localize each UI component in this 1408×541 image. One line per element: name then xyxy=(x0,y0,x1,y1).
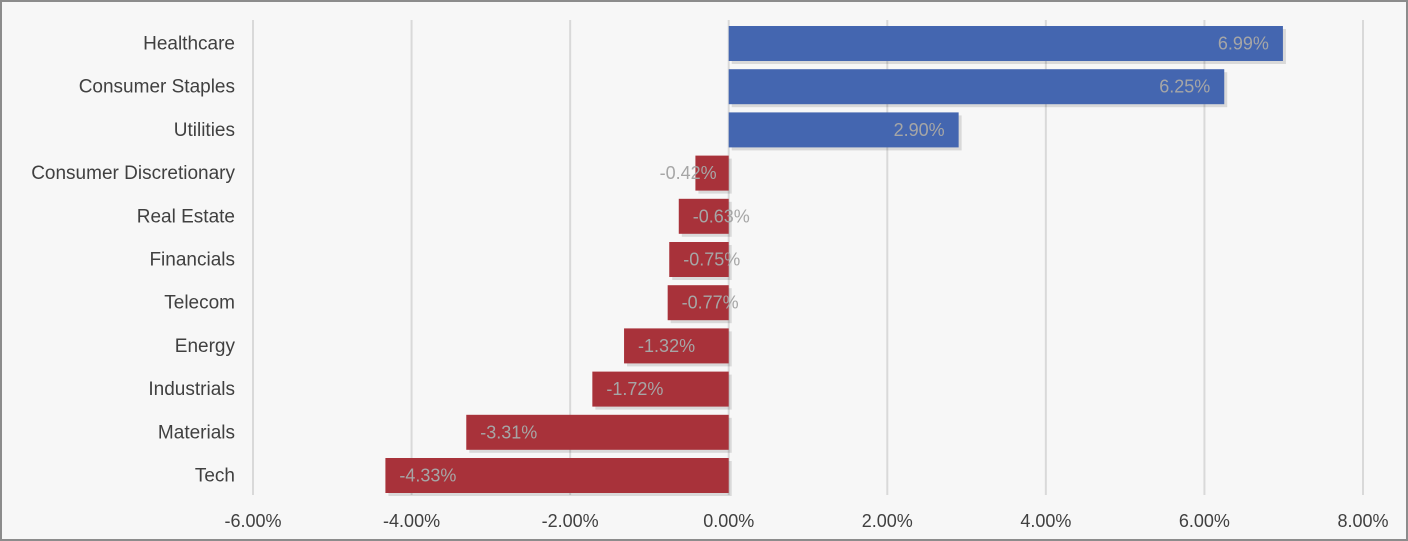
x-tick-label: 0.00% xyxy=(703,511,754,531)
data-label: -0.42% xyxy=(660,163,717,183)
data-label: -0.77% xyxy=(682,293,739,313)
bar xyxy=(728,112,959,148)
bar xyxy=(728,69,1225,105)
bars xyxy=(385,26,1286,496)
bar xyxy=(669,242,729,277)
data-label: -0.63% xyxy=(693,206,750,226)
category-label: Financials xyxy=(149,250,235,271)
x-axis-tick-labels: -6.00% -4.00% -2.00% 0.00% 2.00% 4.00% 6.00% 8.… xyxy=(224,511,1388,531)
x-tick-label: 4.00% xyxy=(1020,511,1071,531)
bar xyxy=(385,458,729,493)
data-labels: 6.99% 6.25% 2.90% -0.42% -0.63% -0.75% -0.77% -… xyxy=(399,34,1269,486)
data-label: -3.31% xyxy=(480,422,537,442)
category-label: Consumer Staples xyxy=(79,77,235,98)
x-tick-label: -6.00% xyxy=(224,511,281,531)
data-label: -4.33% xyxy=(399,466,456,486)
bar xyxy=(678,198,729,234)
category-label: Energy xyxy=(175,336,236,357)
category-label: Utilities xyxy=(174,120,235,141)
bar xyxy=(592,371,729,407)
data-label: -1.32% xyxy=(638,336,695,356)
category-label: Industrials xyxy=(148,379,235,400)
category-label: Telecom xyxy=(164,293,235,314)
data-label: 2.90% xyxy=(894,120,945,140)
x-tick-label: 6.00% xyxy=(1179,511,1230,531)
x-tick-label: -4.00% xyxy=(383,511,440,531)
x-tick-label: -2.00% xyxy=(542,511,599,531)
bar xyxy=(624,328,729,364)
data-label: 6.99% xyxy=(1218,34,1269,54)
category-label: Consumer Discretionary xyxy=(31,163,235,184)
category-label: Materials xyxy=(158,422,235,443)
bar xyxy=(728,26,1283,61)
x-tick-label: 2.00% xyxy=(862,511,913,531)
bar xyxy=(667,285,729,321)
data-label: -0.75% xyxy=(683,250,740,270)
category-label: Tech xyxy=(195,466,235,487)
data-label: 6.25% xyxy=(1159,77,1210,97)
x-tick-label: 8.00% xyxy=(1337,511,1388,531)
category-labels: Healthcare Consumer Staples Utilities Consu… xyxy=(31,34,235,487)
bar xyxy=(695,155,729,191)
category-label: Healthcare xyxy=(143,34,235,55)
bar xyxy=(466,414,729,450)
category-label: Real Estate xyxy=(137,206,235,227)
data-label: -1.72% xyxy=(606,379,663,399)
